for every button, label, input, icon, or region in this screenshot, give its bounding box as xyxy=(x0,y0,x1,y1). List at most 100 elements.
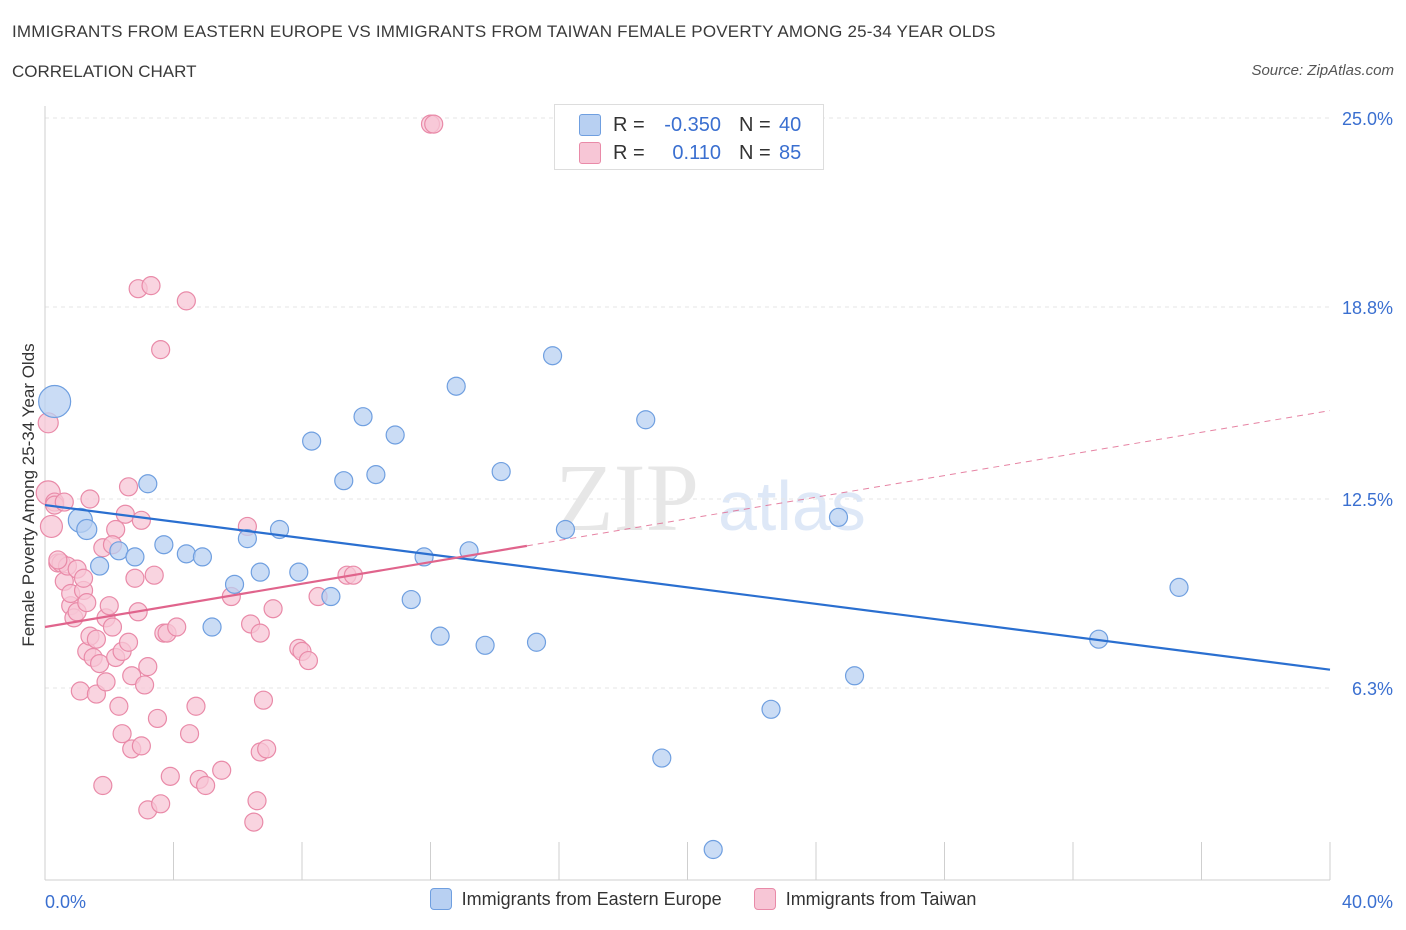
y-axis-label: Female Poverty Among 25-34 Year Olds xyxy=(19,343,38,646)
point-eastern-europe xyxy=(76,518,98,541)
point-eastern-europe xyxy=(828,507,849,527)
point-eastern-europe xyxy=(192,547,213,567)
point-taiwan xyxy=(39,514,64,539)
point-taiwan xyxy=(244,812,264,832)
watermark-atlas: atlas xyxy=(718,467,866,545)
point-taiwan xyxy=(138,657,158,677)
y-tick-label: 6.3% xyxy=(1352,679,1393,699)
point-taiwan xyxy=(212,760,232,780)
y-tick-label: 12.5% xyxy=(1342,490,1393,510)
stats-n-label: N = xyxy=(739,141,771,164)
point-taiwan xyxy=(257,739,277,759)
point-taiwan xyxy=(151,340,171,360)
trend-line-eastern-europe xyxy=(44,504,1331,671)
point-taiwan xyxy=(80,489,100,509)
point-eastern-europe xyxy=(1169,577,1189,597)
point-eastern-europe xyxy=(401,589,421,610)
point-eastern-europe xyxy=(430,626,450,646)
point-eastern-europe xyxy=(125,547,145,567)
stats-n-label: N = xyxy=(739,113,771,136)
x-tick-label: 0.0% xyxy=(45,892,86,912)
point-taiwan xyxy=(93,775,113,796)
point-eastern-europe xyxy=(491,461,511,482)
point-taiwan xyxy=(160,766,180,786)
point-taiwan xyxy=(90,653,110,674)
point-eastern-europe xyxy=(176,544,196,564)
point-taiwan xyxy=(109,696,129,716)
point-taiwan xyxy=(112,724,132,744)
point-eastern-europe xyxy=(224,574,245,594)
chart-title: IMMIGRANTS FROM EASTERN EUROPE VS IMMIGR… xyxy=(12,22,996,41)
point-eastern-europe xyxy=(237,529,257,549)
point-taiwan xyxy=(118,632,139,652)
legend-swatch-eastern-europe xyxy=(429,888,452,910)
point-eastern-europe xyxy=(526,632,547,652)
point-eastern-europe xyxy=(555,519,576,540)
point-taiwan xyxy=(298,650,319,671)
stats-r-label: R = xyxy=(613,141,645,164)
stats-row-eastern-europe: R = -0.350 N = 40 xyxy=(579,113,801,137)
stats-r-value: -0.350 xyxy=(664,113,721,136)
point-taiwan xyxy=(141,276,161,296)
point-taiwan xyxy=(118,477,139,497)
point-eastern-europe xyxy=(446,376,466,396)
point-eastern-europe xyxy=(636,410,656,430)
point-eastern-europe xyxy=(353,407,373,427)
point-taiwan xyxy=(131,510,151,530)
point-eastern-europe xyxy=(475,635,495,655)
stats-r-label: R = xyxy=(613,113,645,136)
point-taiwan xyxy=(179,724,200,744)
point-taiwan xyxy=(247,791,267,811)
point-eastern-europe xyxy=(38,384,72,419)
point-taiwan xyxy=(176,291,196,311)
point-taiwan xyxy=(263,599,283,619)
y-tick-label: 18.8% xyxy=(1342,298,1393,318)
legend-label-taiwan: Immigrants from Taiwan xyxy=(785,888,977,909)
point-eastern-europe xyxy=(761,699,781,719)
chart-legend: Immigrants from Eastern Europe Immigrant… xyxy=(0,888,1406,910)
point-eastern-europe xyxy=(289,562,309,582)
point-eastern-europe xyxy=(302,431,322,451)
point-eastern-europe xyxy=(542,346,563,366)
point-taiwan xyxy=(253,690,274,710)
legend-swatch-taiwan xyxy=(753,888,776,910)
source-credit: Source: ZipAtlas.com xyxy=(1251,62,1394,79)
x-tick-label: 40.0% xyxy=(1342,892,1393,912)
point-taiwan xyxy=(250,623,270,643)
point-eastern-europe xyxy=(703,839,723,860)
point-eastern-europe xyxy=(366,465,386,485)
chart-subtitle: CORRELATION CHART xyxy=(12,62,197,81)
stats-swatch-taiwan xyxy=(579,142,601,164)
point-taiwan xyxy=(96,672,116,692)
legend-item-taiwan[interactable]: Immigrants from Taiwan xyxy=(753,888,977,910)
point-taiwan xyxy=(424,114,444,134)
point-taiwan xyxy=(131,736,151,756)
stats-n-value: 40 xyxy=(779,113,802,136)
point-taiwan xyxy=(151,794,171,814)
point-taiwan xyxy=(144,565,164,585)
stats-swatch-eastern-europe xyxy=(579,114,601,136)
point-eastern-europe xyxy=(154,535,174,555)
point-taiwan xyxy=(125,568,145,588)
watermark-zip: ZIP xyxy=(555,444,699,551)
point-eastern-europe xyxy=(250,562,270,582)
point-eastern-europe xyxy=(90,556,110,576)
legend-item-eastern-europe[interactable]: Immigrants from Eastern Europe xyxy=(429,888,722,910)
point-eastern-europe xyxy=(202,617,222,637)
stats-box: R = -0.350 N = 40 R = 0.110 N = 85 xyxy=(554,104,824,170)
point-eastern-europe xyxy=(652,748,672,768)
trend-line-taiwan xyxy=(44,544,528,629)
point-taiwan xyxy=(48,550,68,570)
point-taiwan xyxy=(134,675,155,695)
point-eastern-europe xyxy=(321,586,341,607)
point-taiwan xyxy=(99,596,119,616)
point-eastern-europe xyxy=(138,474,158,494)
point-eastern-europe xyxy=(385,425,405,445)
point-taiwan xyxy=(196,775,216,796)
point-eastern-europe xyxy=(844,666,865,686)
legend-label-eastern-europe: Immigrants from Eastern Europe xyxy=(461,888,722,909)
stats-n-value: 85 xyxy=(779,141,802,164)
point-taiwan xyxy=(186,696,206,716)
point-taiwan xyxy=(147,708,168,729)
